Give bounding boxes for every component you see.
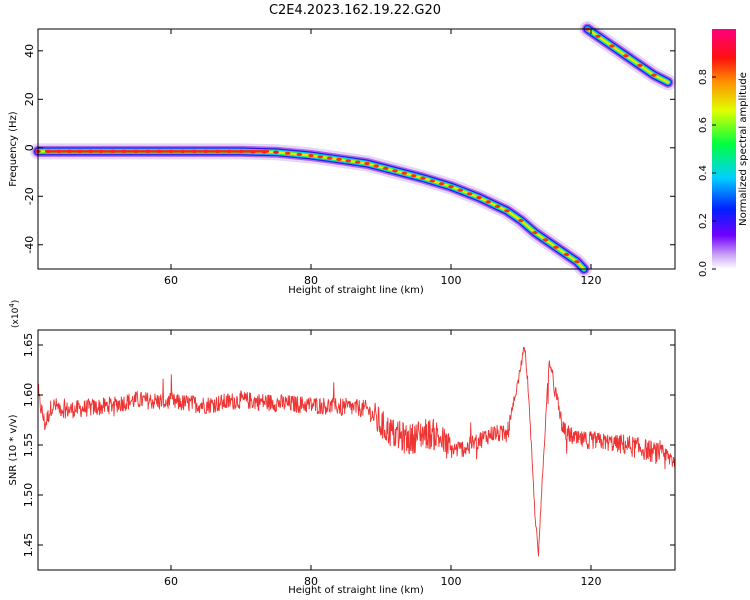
colorbar-gradient [712, 29, 736, 269]
colorbar-tick-label: 0.8 [698, 69, 709, 85]
ridge-peak [273, 150, 279, 154]
colorbar-label: Normalized spectral amplitude [738, 72, 749, 226]
ridge-peak [457, 188, 464, 192]
heatmap-panel: 60 80 100 120 -40 -20 0 20 40 Height of straigh… [8, 21, 676, 296]
ridge-peak [518, 218, 524, 223]
ridge-peak [623, 54, 629, 58]
snr-y-label: SNR (10 * v/v) [8, 414, 19, 485]
y-tick-label: 20 [23, 92, 36, 106]
colorbar-tick-label: 0.4 [698, 165, 709, 181]
x-tick-label: 60 [164, 274, 178, 287]
y-tick-label: 40 [23, 44, 36, 58]
x-tick-label: 100 [441, 274, 462, 287]
ridge-peak [448, 185, 454, 189]
colorbar-ticks: 0.0 0.2 0.4 0.6 0.8 [698, 69, 716, 277]
ridge-peak [326, 156, 333, 160]
ridge-peak [563, 252, 570, 257]
ridge-peak [637, 63, 643, 67]
y-tick-label: 1.45 [22, 533, 35, 558]
x-tick-label: 120 [581, 575, 602, 588]
x-tick-label: 60 [164, 575, 178, 588]
ridge-peak [420, 176, 426, 180]
heatmap-x-ticks: 60 80 100 120 [164, 29, 602, 287]
snr-y-scale-label: (x104) [8, 300, 21, 328]
snr-frame [37, 329, 676, 571]
ridge-peak [382, 166, 389, 170]
snr-x-ticks: 60 80 100 120 [164, 330, 602, 588]
y-tick-label: -20 [23, 187, 36, 205]
snr-panel: 60 80 100 120 1.45 1.50 1.55 1.60 1.65 Height o… [8, 300, 676, 596]
ridge-peak [336, 157, 342, 161]
colorbar-tick-label: 0.2 [698, 213, 709, 229]
ridge-peak [553, 245, 559, 249]
heatmap-y-ticks: -40 -20 0 20 40 [23, 44, 675, 254]
heatmap-y-label: Frequency (Hz) [8, 111, 19, 187]
snr-line [37, 346, 676, 557]
ridge-peak [494, 204, 501, 208]
colorbar-tick-label: 0.0 [698, 261, 709, 277]
ridge-peak [485, 200, 492, 204]
ridge-peak [401, 171, 408, 175]
ridge-peak [532, 231, 538, 235]
x-tick-label: 80 [304, 575, 318, 588]
snr-y-ticks: 1.45 1.50 1.55 1.60 1.65 [22, 333, 675, 558]
ridge-peak [438, 182, 445, 186]
y-tick-label: 0 [23, 144, 36, 151]
snr-background [38, 330, 675, 570]
ridge-peak [317, 155, 324, 159]
snr-series [37, 346, 676, 557]
y-tick-label: 1.50 [22, 483, 35, 508]
ridge-peak [595, 34, 601, 38]
ridge-peak [429, 179, 436, 183]
ridge-peak [308, 153, 314, 158]
x-tick-label: 120 [581, 274, 602, 287]
ridge-peak [284, 151, 291, 155]
ridge-peak [373, 164, 380, 168]
ridge-peak [542, 238, 549, 242]
snr-x-label: Height of straight line (km) [288, 585, 424, 596]
ridge-peak [345, 159, 352, 163]
colorbar: 0.0 0.2 0.4 0.6 0.8 Normalized spectral ampl… [698, 29, 749, 277]
ridge-peak [651, 73, 657, 77]
ridge-peak [466, 192, 473, 196]
x-tick-label: 80 [304, 274, 318, 287]
ridge-peak [476, 195, 482, 200]
ridge-peak [609, 44, 615, 48]
heatmap-frame [37, 28, 676, 270]
ridge-peak [364, 161, 370, 166]
colorbar-tick-label: 0.6 [698, 117, 709, 133]
y-tick-label: -40 [23, 236, 36, 254]
spectral-ridges [30, 21, 676, 277]
y-tick-label: 1.55 [22, 433, 35, 458]
ridge-peak [504, 209, 510, 213]
x-tick-label: 100 [441, 575, 462, 588]
heatmap-x-label: Height of straight line (km) [288, 285, 424, 296]
ridge-peak [574, 260, 580, 264]
y-tick-label: 1.65 [22, 333, 35, 358]
ridge-peak [354, 160, 361, 164]
figure-title: C2E4.2023.162.19.22.G20 [269, 3, 441, 18]
y-tick-label: 1.60 [22, 383, 35, 408]
ridge-peak [296, 152, 303, 156]
ridge-peak [392, 169, 398, 173]
ridge-peak [410, 174, 417, 178]
